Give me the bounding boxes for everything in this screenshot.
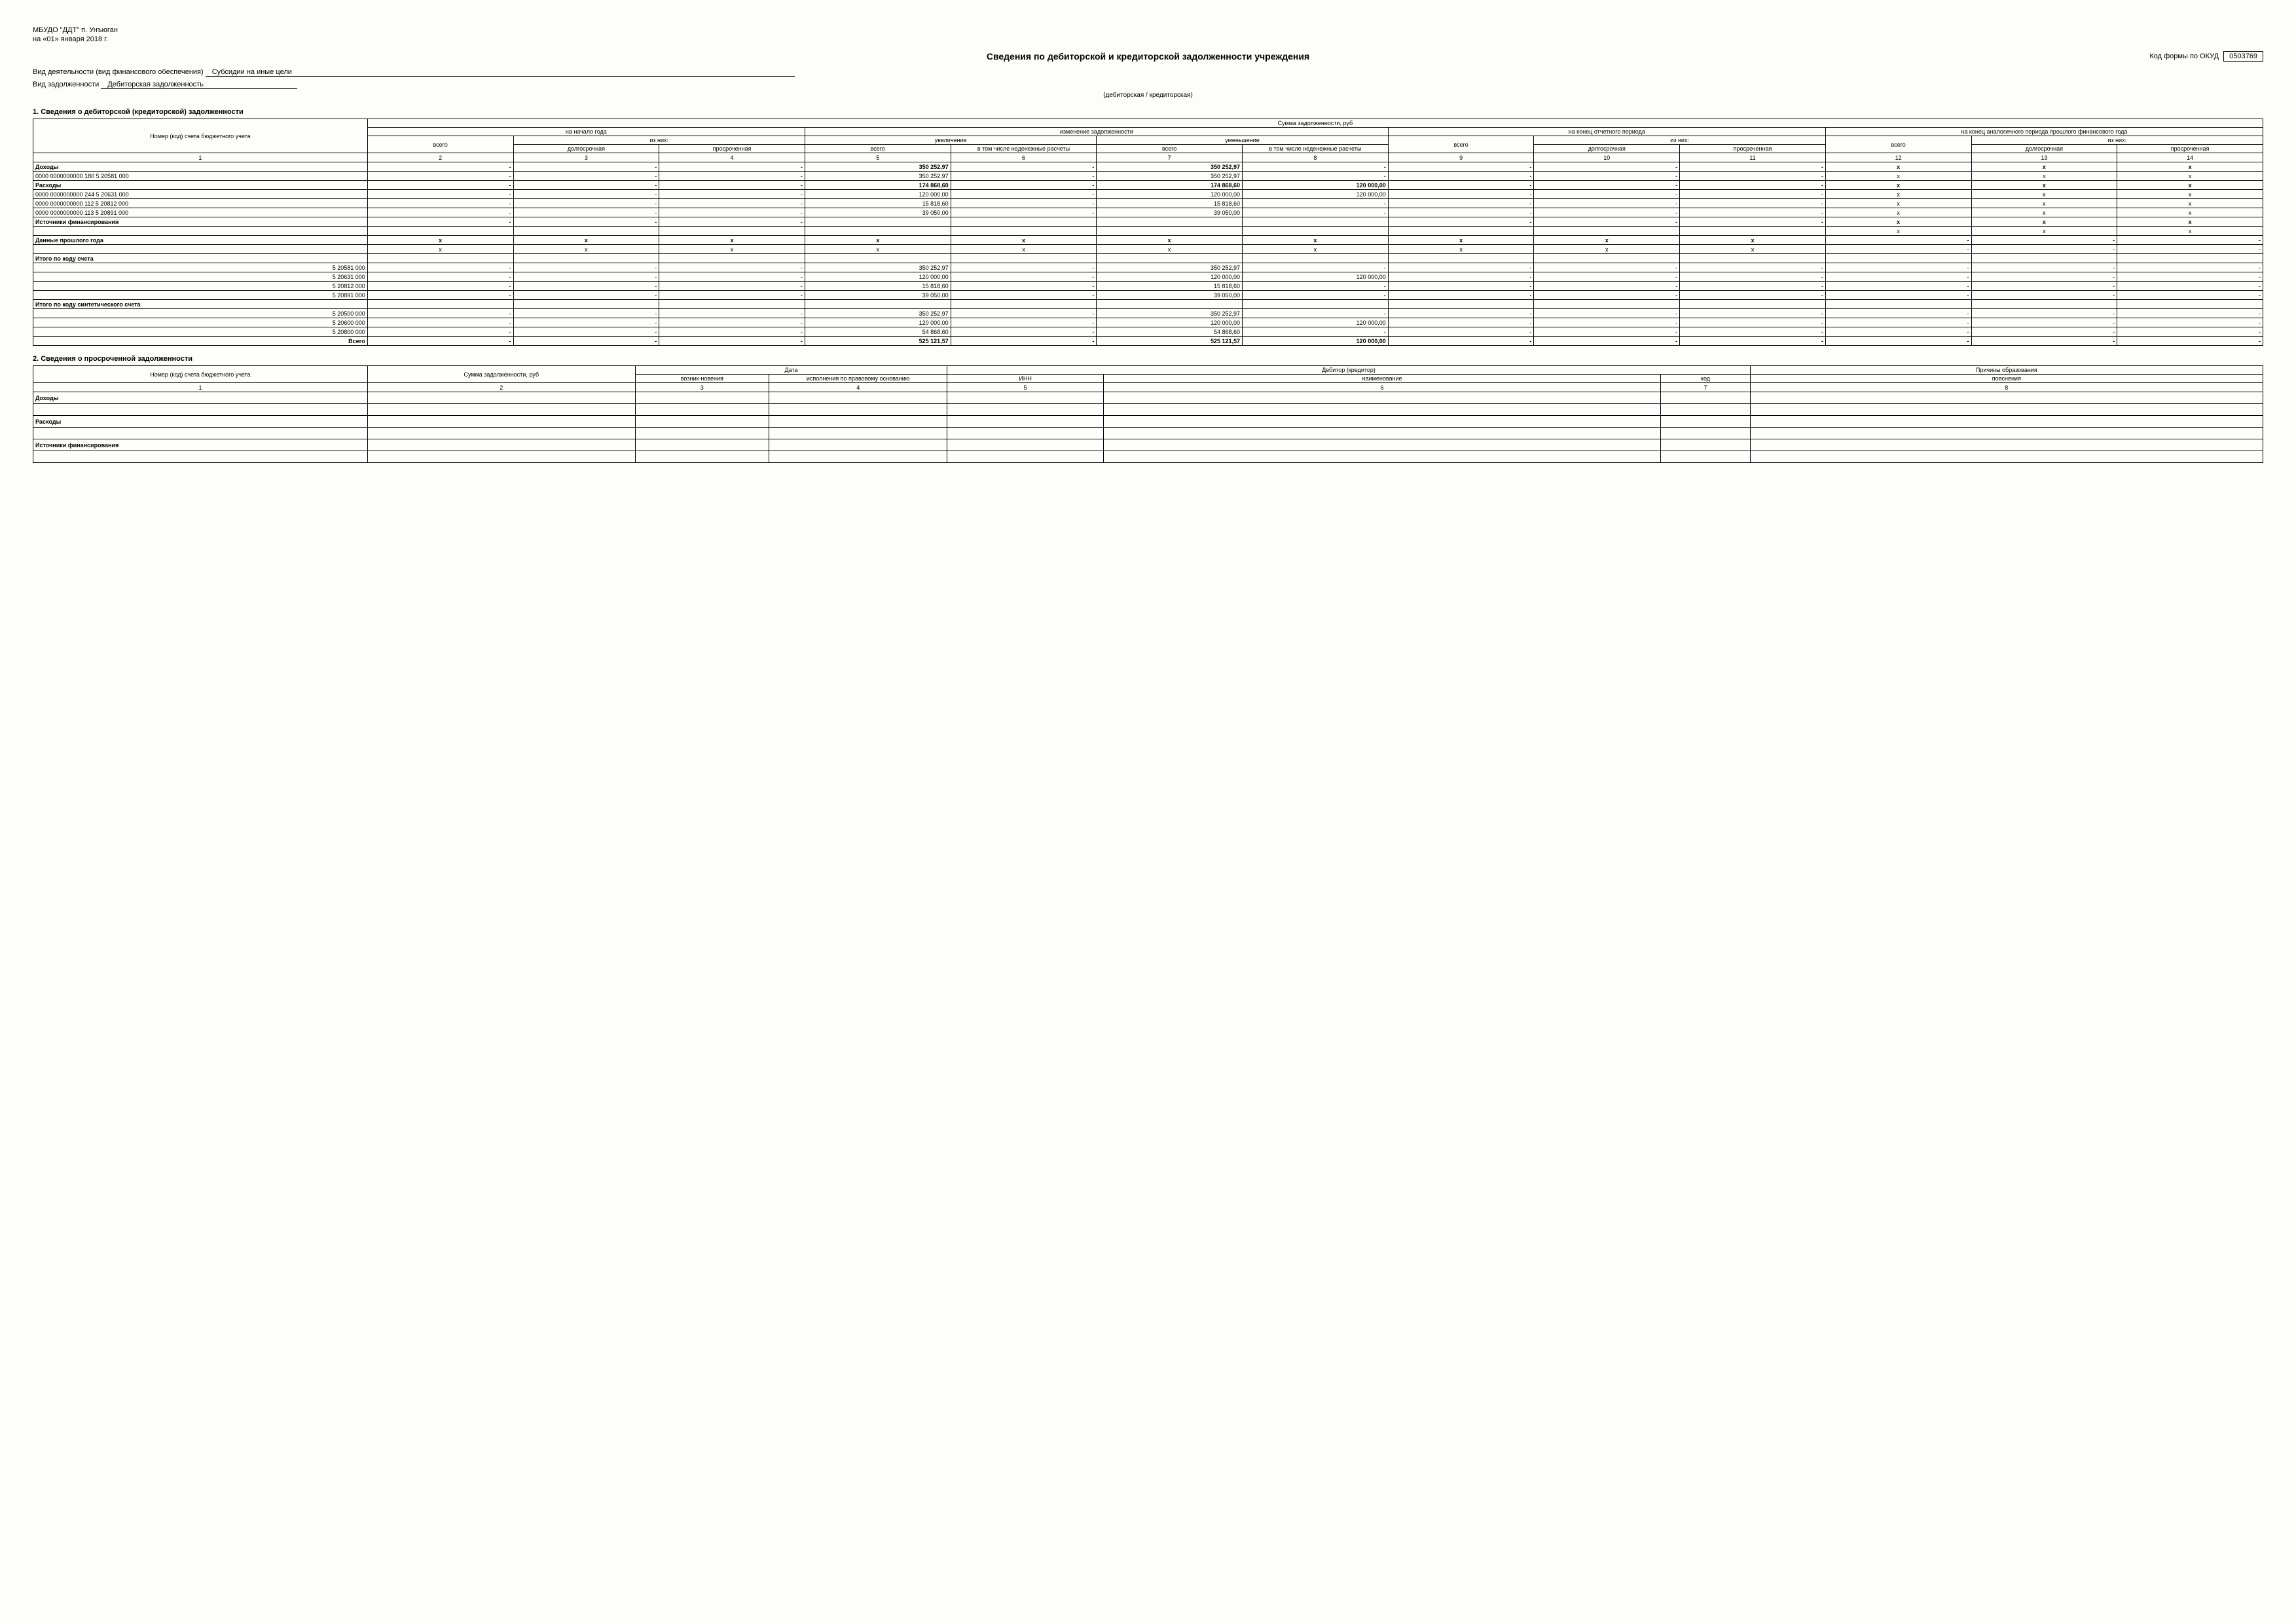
- col-num: 5: [947, 383, 1103, 392]
- col-num: 4: [659, 153, 805, 162]
- table-row: Всего---525 121,57-525 121,57120 000,00-…: [33, 337, 2263, 346]
- col-num: 5: [805, 153, 951, 162]
- table-row: 0000 0000000000 180 5 20581 000---350 25…: [33, 172, 2263, 181]
- col-num: 10: [1534, 153, 1680, 162]
- section1-title: 1. Сведения о дебиторской (кредиторской)…: [33, 108, 2263, 116]
- table-row: 5 20581 000---350 252,97-350 252,97-----…: [33, 263, 2263, 272]
- table-1-head: Номер (код) счета бюджетного учета Сумма…: [33, 119, 2263, 162]
- table-row: Расходы: [33, 416, 2263, 428]
- form-code: Код формы по ОКУД 0503769: [2149, 52, 2263, 60]
- table-row: 5 20891 000---39 050,00-39 050,00-------: [33, 291, 2263, 300]
- table-row: [33, 451, 2263, 463]
- table-row: 5 20800 000---54 868,60-54 868,60-------: [33, 327, 2263, 337]
- table-row: 0000 0000000000 113 5 20891 000---39 050…: [33, 208, 2263, 217]
- col-num: 2: [367, 383, 635, 392]
- table-row: Итого по коду синтетического счета: [33, 300, 2263, 309]
- table-row: Расходы---174 868,60-174 868,60120 000,0…: [33, 181, 2263, 190]
- document-header: МБУДО "ДДТ" п. Унъюган на «01» января 20…: [33, 26, 2263, 43]
- table-row: 5 20500 000---350 252,97-350 252,97-----…: [33, 309, 2263, 318]
- table-row: Итого по коду счета: [33, 254, 2263, 263]
- table-row: xxx: [33, 227, 2263, 236]
- col-num: 3: [513, 153, 659, 162]
- org-name: МБУДО "ДДТ" п. Унъюган: [33, 26, 2263, 34]
- table-row: Источники финансирования------xxx: [33, 217, 2263, 227]
- table-2-head: Номер (код) счета бюджетного учета Сумма…: [33, 366, 2263, 392]
- col-num: 1: [33, 383, 368, 392]
- col-num: 4: [769, 383, 947, 392]
- table-row: Доходы---350 252,97-350 252,97----xxx: [33, 162, 2263, 172]
- activity-row: Вид деятельности (вид финансового обеспе…: [33, 68, 2263, 77]
- table-2: Номер (код) счета бюджетного учета Сумма…: [33, 365, 2263, 463]
- col-num: 8: [1750, 383, 2263, 392]
- col-num: 9: [1388, 153, 1534, 162]
- table-row: 0000 0000000000 112 5 20812 000---15 818…: [33, 199, 2263, 208]
- table-2-body: Доходы Расходы Источники финансирования: [33, 392, 2263, 463]
- col-num: 11: [1680, 153, 1826, 162]
- col-num: 7: [1661, 383, 1750, 392]
- table-row: [33, 428, 2263, 439]
- table-row: Доходы: [33, 392, 2263, 404]
- table-1-body: Доходы---350 252,97-350 252,97----xxx000…: [33, 162, 2263, 346]
- col-num: 13: [1971, 153, 2117, 162]
- table-row: Данные прошлого годаxxxxxxxxxx---: [33, 236, 2263, 245]
- report-date: на «01» января 2018 г.: [33, 35, 2263, 43]
- table-row: Источники финансирования: [33, 439, 2263, 451]
- table-row: 5 20812 000---15 818,60-15 818,60-------: [33, 282, 2263, 291]
- table-row: [33, 404, 2263, 416]
- table-1: Номер (код) счета бюджетного учета Сумма…: [33, 119, 2263, 346]
- debt-type-row: Вид задолженности Дебиторская задолженно…: [33, 81, 2263, 89]
- table-row: 5 20600 000---120 000,00-120 000,00120 0…: [33, 318, 2263, 327]
- table-row: 0000 0000000000 244 5 20631 000---120 00…: [33, 190, 2263, 199]
- col-num: 2: [367, 153, 513, 162]
- col-num: 1: [33, 153, 368, 162]
- col-num: 12: [1825, 153, 1971, 162]
- table-row: 5 20631 000---120 000,00-120 000,00120 0…: [33, 272, 2263, 282]
- col-num: 14: [2117, 153, 2263, 162]
- document-title: Сведения по дебиторской и кредиторской з…: [33, 51, 2263, 62]
- col-num: 7: [1097, 153, 1243, 162]
- section2-title: 2. Сведения о просроченной задолженности: [33, 355, 2263, 363]
- col-num: 3: [635, 383, 769, 392]
- debt-note: (дебиторская / кредиторская): [33, 92, 2263, 99]
- col-num: 6: [1103, 383, 1661, 392]
- col-num: 8: [1243, 153, 1389, 162]
- col-num: 6: [951, 153, 1097, 162]
- table-row: xxxxxxxxxx---: [33, 245, 2263, 254]
